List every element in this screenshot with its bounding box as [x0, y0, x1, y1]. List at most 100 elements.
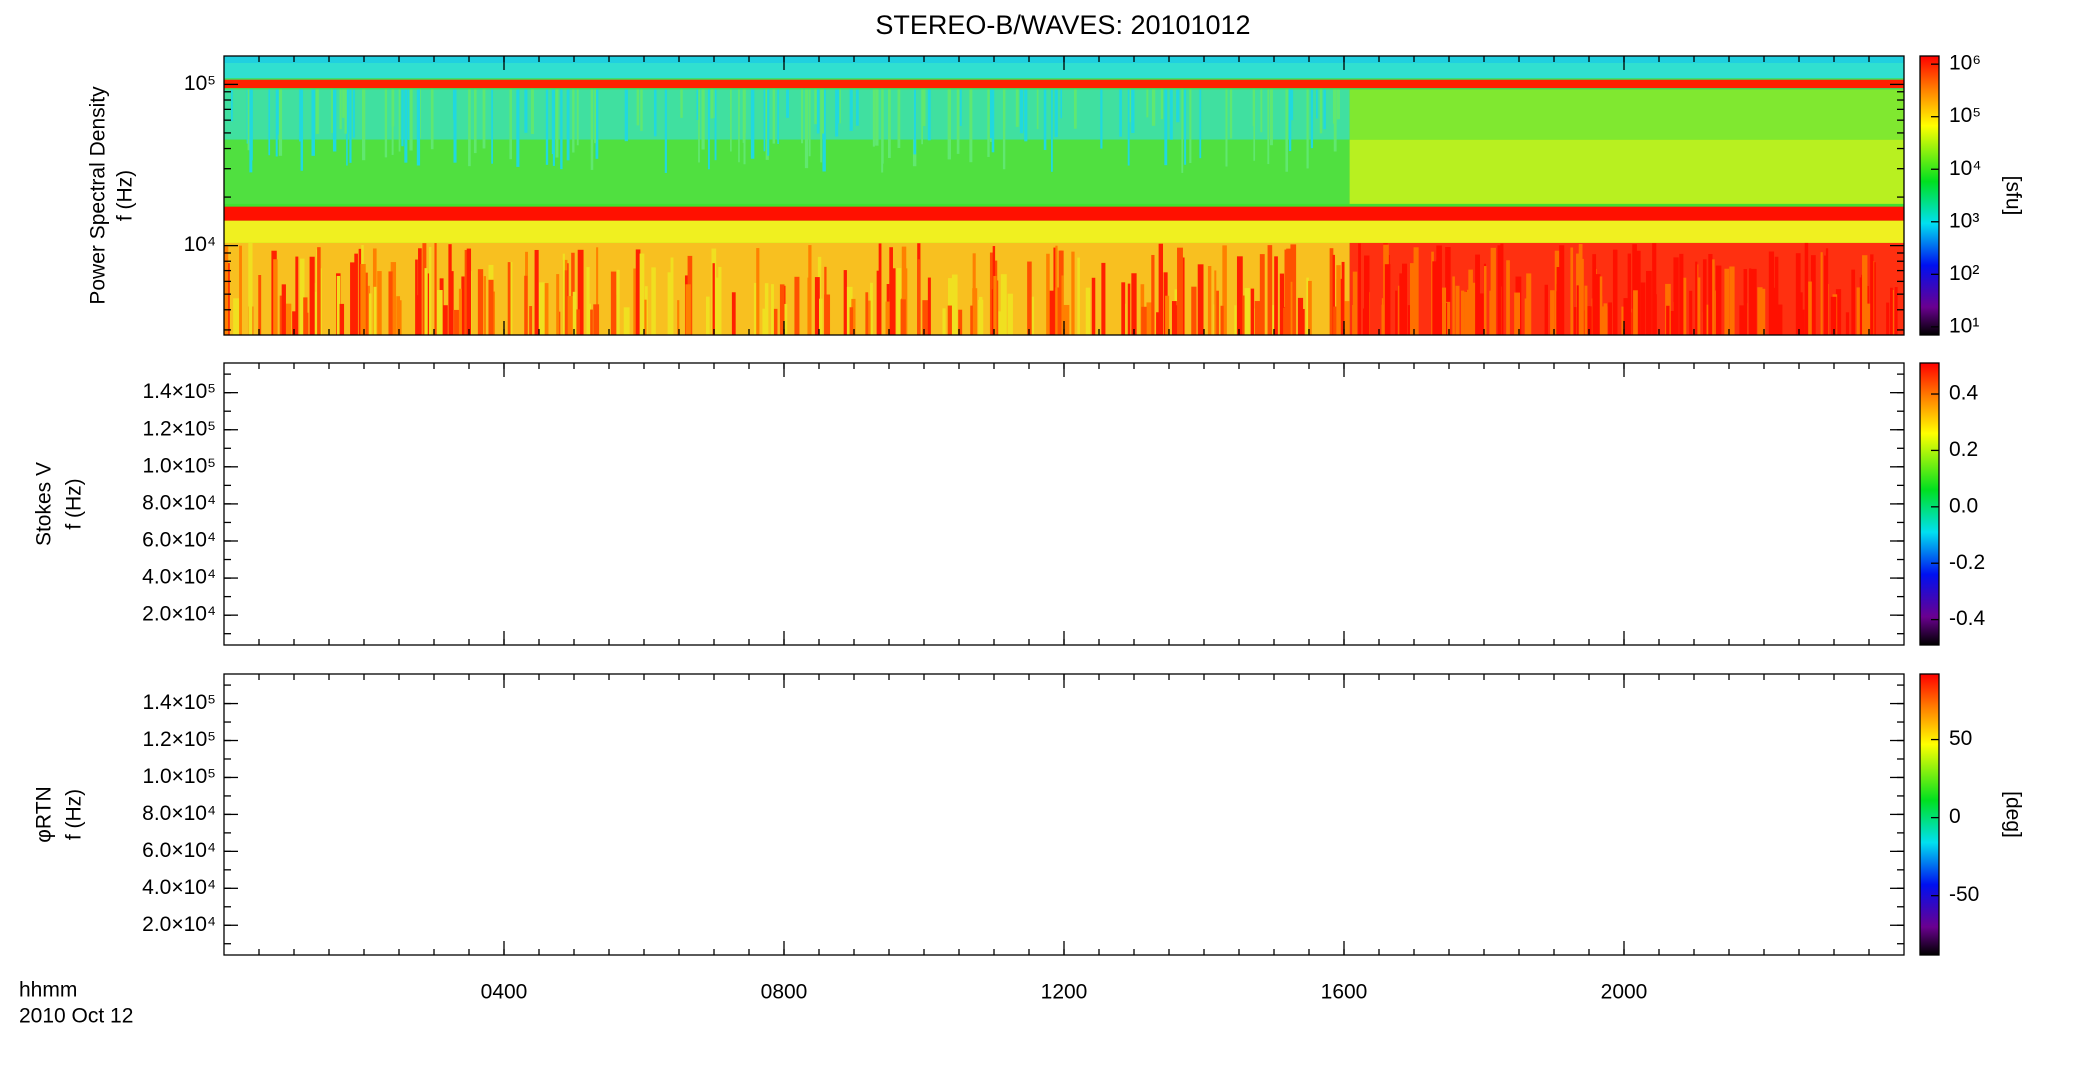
spectrogram-stripe — [1027, 261, 1032, 335]
spectrogram-stripe — [1131, 273, 1137, 335]
spectrogram-stripe — [391, 89, 395, 127]
spectrogram-stripe — [1432, 261, 1437, 335]
spectrogram-stripe — [762, 308, 768, 335]
spectrogram-stripe — [1592, 254, 1597, 335]
spectrogram-stripe — [430, 89, 434, 150]
spectrogram-stripe — [1214, 270, 1217, 335]
spectrogram-stripe — [458, 288, 462, 335]
spectrogram-stripe — [1329, 248, 1334, 335]
spectrogram-stripe — [1336, 89, 1340, 120]
spectrogram-stripe — [951, 274, 958, 335]
spectrogram-stripe — [593, 304, 600, 335]
spectrogram-stripe — [292, 311, 297, 335]
spectrogram-stripe — [419, 89, 422, 139]
spectrogram-stripe — [248, 243, 253, 335]
spectrogram-stripe — [1015, 89, 1019, 127]
spectrogram-stripe — [927, 89, 931, 141]
spectrogram-stripe — [295, 256, 299, 335]
y-tick-label: 1.4×10⁵ — [142, 380, 216, 403]
spectrogram-stripe — [958, 309, 963, 335]
spectrogram-stripe — [516, 89, 520, 167]
colorbar — [1919, 673, 1940, 956]
spectrogram-stripe — [1621, 306, 1624, 335]
spectrogram-stripe — [849, 89, 853, 131]
spectrogram-stripe — [454, 309, 460, 335]
spectrogram-stripe — [1851, 269, 1856, 335]
spectrogram-stripe — [1715, 265, 1722, 335]
spectrogram-stripe — [1244, 288, 1250, 335]
spectrogram-stripe — [1774, 256, 1779, 335]
spectrogram-stripe — [429, 247, 432, 335]
spectrogram-stripe — [1003, 89, 1006, 128]
spectrogram-stripe — [835, 89, 839, 137]
spectrogram-stripe — [885, 301, 890, 335]
spectrogram-stripe — [315, 89, 319, 134]
spectrogram-stripe — [1712, 259, 1715, 335]
spectrogram-stripe — [366, 285, 370, 335]
spectrogram-stripe — [959, 89, 962, 126]
spectrogram-stripe — [586, 267, 590, 335]
spectrogram-stripe — [1184, 89, 1187, 165]
spectrogram-stripe — [819, 298, 823, 335]
spectrogram-stripe — [239, 245, 242, 335]
spectrogram-stripe — [1176, 89, 1180, 123]
y-tick-label: 1.2×10⁵ — [142, 728, 216, 751]
spectrogram-stripe — [1407, 305, 1411, 335]
spectrogram-stripe — [1177, 247, 1183, 335]
spectrogram-stripe — [388, 271, 393, 335]
spectrogram-stripe — [616, 269, 620, 335]
spectrogram-stripe — [1285, 89, 1288, 172]
spectrogram-stripe — [814, 89, 818, 125]
spectrogram-stripe — [1608, 302, 1613, 335]
spectrogram-stripe — [1820, 252, 1823, 335]
spectrogram-stripe — [555, 89, 559, 158]
spectrogram-stripe — [1743, 269, 1748, 335]
spectrogram-stripe — [594, 89, 597, 144]
spectrogram-stripe — [224, 246, 229, 335]
spectrogram-stripe — [855, 89, 859, 126]
spectrogram-stripe — [1749, 268, 1752, 335]
spectrogram-stripe — [1301, 308, 1305, 335]
spectrogram-stripe — [1623, 298, 1629, 335]
spectrogram-stripe — [1060, 89, 1063, 119]
spectrogram-stripe — [1333, 306, 1339, 335]
colorbar-tick-label: 0.0 — [1949, 494, 1978, 517]
spectrogram-stripe — [491, 89, 493, 164]
spectrogram-stripe — [300, 89, 304, 171]
spectrogram-stripe — [888, 89, 891, 158]
spectrogram-stripe — [1444, 301, 1451, 335]
spectrogram-stripe — [731, 292, 736, 335]
spectrogram-stripe — [708, 89, 710, 170]
spectrogram-stripe — [437, 311, 441, 335]
spectrogram-stripe — [1646, 270, 1652, 335]
spectrogram-stripe — [258, 274, 262, 335]
spectrogram-stripe — [1250, 288, 1255, 335]
spectrogram-stripe — [763, 89, 766, 152]
x-tick-label: 1200 — [1041, 981, 1088, 1004]
y-tick-label: 8.0×10⁴ — [142, 802, 216, 825]
spectrogram-stripe — [448, 244, 452, 335]
spectrogram-stripe — [1297, 297, 1304, 335]
colorbar-tick-label: 50 — [1949, 727, 1972, 750]
spectrogram-stripe — [1412, 277, 1418, 335]
spectrogram-stripe — [1222, 245, 1227, 335]
spectrogram-stripe — [1181, 89, 1184, 173]
colorbar-tick-label: 10⁵ — [1949, 104, 1981, 127]
spectrogram-stripe — [1669, 311, 1675, 335]
spectrogram-stripe — [1603, 303, 1608, 335]
colorbar-tick-label: 10⁶ — [1949, 52, 1981, 75]
spectrogram-stripe — [360, 264, 366, 335]
spectrogram-stripe — [1579, 258, 1584, 335]
spectrogram-stripe — [882, 89, 884, 164]
spectrogram-stripe — [640, 89, 643, 131]
spectrogram-stripe — [814, 277, 820, 335]
spectrogram-stripe — [342, 89, 345, 118]
spectrogram-stripe — [1894, 287, 1898, 335]
spectrogram-stripe — [1043, 89, 1047, 151]
spectrogram-stripe — [1024, 89, 1028, 142]
spectrogram-stripe — [927, 277, 931, 335]
spectrogram-stripe — [233, 298, 240, 335]
spectrogram-stripe — [507, 262, 511, 335]
spectrogram-stripe — [822, 89, 826, 172]
